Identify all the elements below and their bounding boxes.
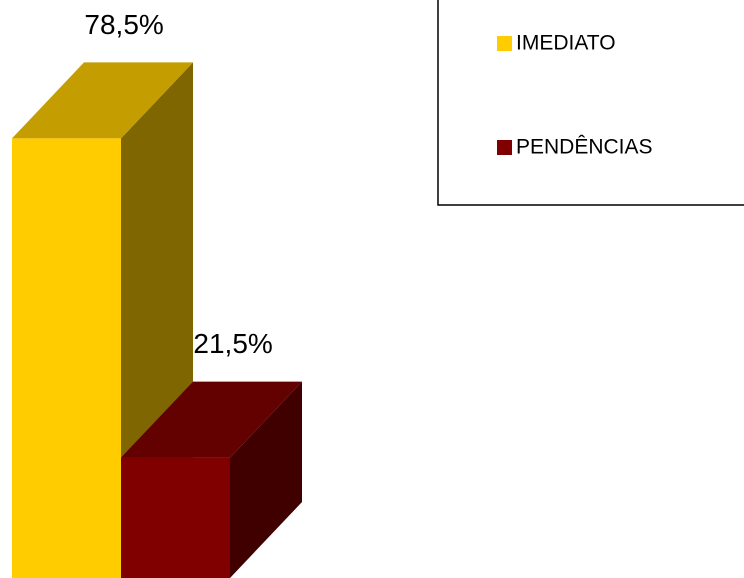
bar-top [12, 62, 193, 139]
legend-label: PENDÊNCIAS [516, 136, 653, 159]
bar [121, 457, 230, 578]
legend-box [437, 0, 744, 206]
bar-top [121, 381, 302, 458]
legend-swatch [497, 36, 512, 51]
bar-side [230, 381, 302, 578]
bar [12, 138, 121, 578]
value-label: 78,5% [84, 9, 163, 40]
legend-label: IMEDIATO [516, 32, 616, 55]
legend-swatch [497, 140, 512, 155]
value-label: 21,5% [193, 328, 272, 359]
